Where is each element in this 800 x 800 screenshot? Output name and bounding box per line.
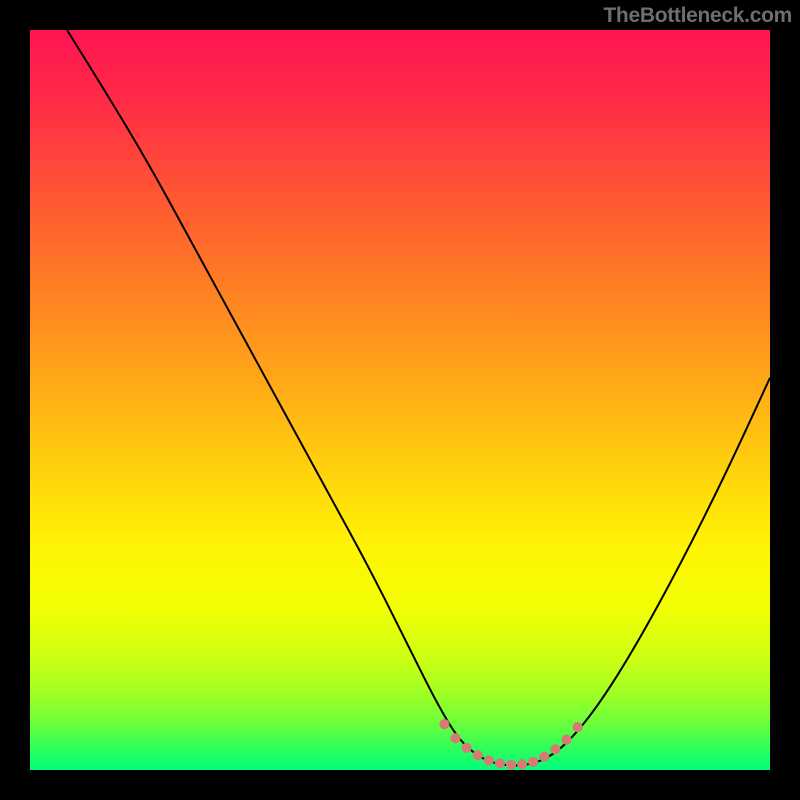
- bottom-marker: [573, 723, 582, 732]
- chart-container: TheBottleneck.com: [0, 0, 800, 800]
- bottom-marker: [518, 760, 527, 769]
- watermark-text: TheBottleneck.com: [603, 4, 792, 28]
- bottom-marker: [484, 756, 493, 765]
- bottom-marker: [506, 760, 515, 769]
- bottom-marker: [451, 734, 460, 743]
- plot-gradient-background: [30, 30, 770, 770]
- bottom-marker: [440, 720, 449, 729]
- bottom-marker: [529, 757, 538, 766]
- bottom-marker: [551, 745, 560, 754]
- bottom-marker: [473, 751, 482, 760]
- bottleneck-curve-chart: [0, 0, 800, 800]
- bottom-marker: [495, 759, 504, 768]
- bottom-marker: [540, 752, 549, 761]
- bottom-marker: [462, 743, 471, 752]
- bottom-marker: [562, 735, 571, 744]
